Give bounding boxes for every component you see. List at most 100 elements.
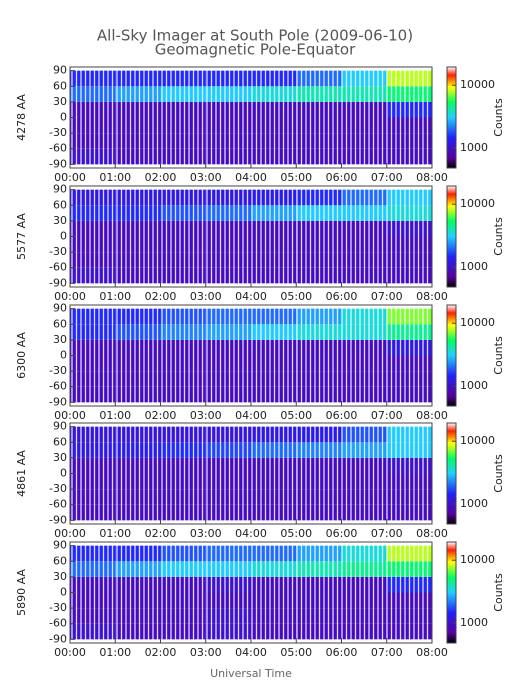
heat-cell — [205, 489, 251, 505]
x-tick-label: 07:00 — [371, 527, 403, 540]
colorbar — [446, 541, 457, 644]
y-tick-label: -60 — [49, 261, 67, 274]
heat-cell — [251, 70, 297, 87]
y-tick-label: 0 — [60, 586, 67, 599]
colorbar-tick-label: 1000 — [460, 497, 488, 510]
y-tick-label: 30 — [53, 333, 67, 346]
colorbar — [446, 304, 457, 407]
y-tick-label: 90 — [53, 302, 67, 315]
heat-cell — [251, 236, 297, 253]
heat-cell — [160, 339, 206, 356]
x-tick-label: 03:00 — [190, 409, 222, 422]
y-tick-label: -30 — [49, 482, 67, 495]
heat-cell — [160, 545, 206, 562]
heat-cell — [160, 442, 206, 458]
x-tick-label: 03:00 — [190, 171, 222, 184]
heat-cell — [160, 86, 206, 102]
heat-cell — [160, 101, 206, 118]
heat-cell — [160, 252, 206, 268]
heat-cell — [205, 339, 251, 356]
x-tick-label: 02:00 — [145, 409, 177, 422]
heat-cell — [251, 252, 297, 268]
x-tick-label: 06:00 — [326, 171, 358, 184]
y-tick-label: -60 — [49, 617, 67, 630]
x-tick-label: 00:00 — [54, 171, 86, 184]
x-tick-label: 06:00 — [326, 290, 358, 303]
heat-cell — [205, 267, 251, 284]
heat-cell — [160, 308, 206, 325]
x-tick-label: 02:00 — [145, 171, 177, 184]
x-tick-label: 08:00 — [416, 527, 448, 540]
heat-cell — [251, 576, 297, 593]
x-tick-label: 01:00 — [99, 290, 131, 303]
y-tick-label: -90 — [49, 513, 67, 526]
heat-cell — [205, 561, 251, 577]
heat-cell — [160, 623, 206, 640]
heat-cell — [160, 70, 206, 87]
x-tick-label: 04:00 — [235, 290, 267, 303]
heat-cell — [251, 489, 297, 505]
x-tick-label: 03:00 — [190, 290, 222, 303]
y-tick-label: -60 — [49, 498, 67, 511]
heat-cell — [251, 561, 297, 577]
colorbar-label: Counts — [492, 454, 505, 493]
heat-cell — [205, 386, 251, 403]
heat-cell — [205, 608, 251, 624]
y-tick-label: 30 — [53, 95, 67, 108]
heat-cell — [160, 189, 206, 206]
heat-cell — [160, 426, 206, 443]
heat-cell — [251, 205, 297, 221]
heat-cell — [160, 504, 206, 521]
subtitle: Geomagnetic Pole-Equator — [155, 41, 356, 59]
y-axis-label: 6300 AA — [15, 332, 28, 379]
heat-cell — [205, 457, 251, 474]
x-tick-label: 06:00 — [326, 409, 358, 422]
heat-cell — [205, 324, 251, 340]
colorbar-tick-label: 1000 — [460, 379, 488, 392]
y-axis-label: 4861 AA — [15, 450, 28, 497]
heat-cell — [205, 189, 251, 206]
heat-cell — [205, 592, 251, 609]
x-tick-label: 05:00 — [280, 409, 312, 422]
colorbar-label: Counts — [492, 336, 505, 375]
heat-cell — [251, 148, 297, 165]
heat-cell — [205, 117, 251, 134]
x-tick-label: 06:00 — [326, 646, 358, 659]
y-tick-label: 90 — [53, 183, 67, 196]
x-tick-label: 05:00 — [280, 646, 312, 659]
heat-cell — [160, 386, 206, 403]
x-tick-label: 01:00 — [99, 646, 131, 659]
y-tick-label: -30 — [49, 601, 67, 614]
y-tick-label: 60 — [53, 554, 67, 567]
x-tick-label: 05:00 — [280, 527, 312, 540]
heat-cell — [251, 324, 297, 340]
heat-cell — [205, 220, 251, 237]
heat-cell — [160, 220, 206, 237]
heat-cell — [205, 371, 251, 387]
heat-cell — [251, 267, 297, 284]
y-tick-label: 0 — [60, 349, 67, 362]
x-tick-label: 01:00 — [99, 527, 131, 540]
x-tick-label: 08:00 — [416, 646, 448, 659]
heat-cell — [160, 267, 206, 284]
y-tick-label: -60 — [49, 380, 67, 393]
heat-cell — [251, 473, 297, 490]
x-tick-label: 07:00 — [371, 646, 403, 659]
y-axis-label: 5890 AA — [15, 569, 28, 616]
x-tick-label: 08:00 — [416, 409, 448, 422]
heat-cell — [160, 205, 206, 221]
x-tick-label: 07:00 — [371, 171, 403, 184]
y-tick-label: -90 — [49, 395, 67, 408]
heat-cell — [251, 133, 297, 149]
x-tick-label: 00:00 — [54, 646, 86, 659]
heat-cell — [205, 426, 251, 443]
heat-cell — [205, 86, 251, 102]
y-tick-label: 60 — [53, 198, 67, 211]
y-tick-label: 60 — [53, 317, 67, 330]
heat-cell — [205, 101, 251, 118]
heat-cell — [251, 355, 297, 372]
heat-cell — [160, 576, 206, 593]
x-tick-label: 00:00 — [54, 290, 86, 303]
heat-cell — [251, 623, 297, 640]
y-tick-label: -30 — [49, 364, 67, 377]
